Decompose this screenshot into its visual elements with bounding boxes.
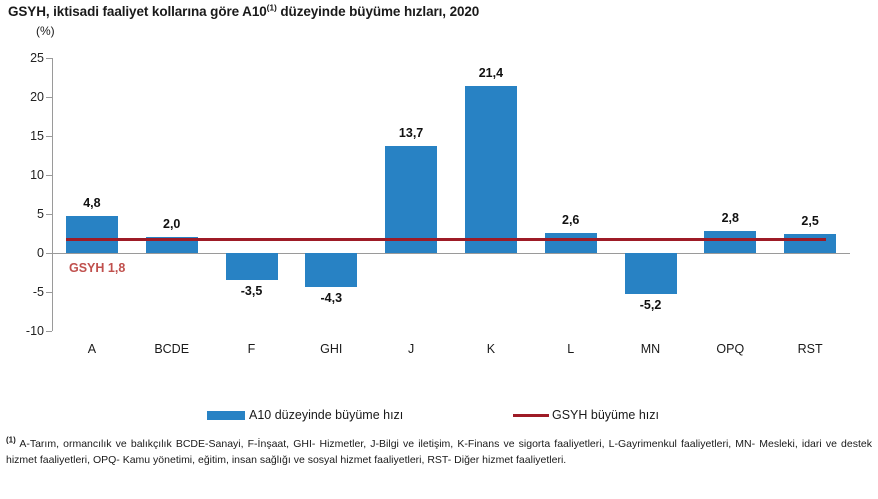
bar-value-label: 2,8 xyxy=(721,211,739,226)
x-axis-category-label: GHI xyxy=(320,342,343,356)
gsyh-reference-line xyxy=(66,237,826,241)
bar-value-label: 21,4 xyxy=(478,66,504,81)
legend-line-swatch-icon xyxy=(513,413,549,417)
y-axis-label: 20 xyxy=(30,90,44,104)
page-title-main: GSYH, iktisadi faaliyet kollarına göre A… xyxy=(8,4,267,19)
page-title: GSYH, iktisadi faaliyet kollarına göre A… xyxy=(8,2,480,19)
y-axis-line xyxy=(52,58,53,331)
y-axis-tick xyxy=(46,97,52,98)
bar[interactable] xyxy=(784,233,837,253)
zero-baseline xyxy=(52,253,850,254)
y-axis-tick xyxy=(46,292,52,293)
x-axis-category-label: BCDE xyxy=(154,342,190,356)
y-axis-tick xyxy=(46,214,52,215)
y-axis-tick xyxy=(46,331,52,332)
page-title-tail: düzeyinde büyüme hızları, 2020 xyxy=(276,4,480,19)
x-axis-category-label: F xyxy=(247,342,256,356)
chart-legend: A10 düzeyinde büyüme hızı GSYH büyüme hı… xyxy=(0,408,878,430)
page-title-superscript: (1) xyxy=(266,2,277,13)
x-axis-category-label: MN xyxy=(640,342,661,356)
y-axis-label: 5 xyxy=(37,207,44,221)
x-axis-category-label: J xyxy=(407,342,415,356)
y-axis-label: 25 xyxy=(30,51,44,65)
bar[interactable] xyxy=(704,231,757,253)
x-axis-category-label: OPQ xyxy=(716,342,745,356)
x-axis-category-label: L xyxy=(567,342,575,356)
legend-item-line[interactable]: GSYH büyüme hızı xyxy=(513,408,659,422)
bar-value-label: 13,7 xyxy=(398,126,424,141)
y-axis-tick xyxy=(46,253,52,254)
bar[interactable] xyxy=(544,232,597,253)
bar-value-label: 2,6 xyxy=(561,212,580,227)
y-axis-tick xyxy=(46,175,52,176)
bar-value-label: 2,0 xyxy=(162,217,181,232)
x-axis-category-label: K xyxy=(486,342,496,356)
y-axis-tick xyxy=(46,58,52,59)
y-axis-label: 10 xyxy=(30,168,44,182)
y-axis-label: 0 xyxy=(37,246,44,260)
footnote-text: A-Tarım, ormancılık ve balıkçılık BCDE-S… xyxy=(6,438,872,466)
footnote-marker: (1) xyxy=(6,435,16,445)
x-axis-category-label: A xyxy=(87,342,97,356)
bar-value-label: -4,3 xyxy=(320,290,343,305)
y-axis-label: 15 xyxy=(30,129,44,143)
legend-bar-swatch-icon xyxy=(207,410,245,420)
bar-value-label: -3,5 xyxy=(240,284,263,299)
bar[interactable] xyxy=(225,253,278,281)
bar[interactable] xyxy=(65,215,118,253)
y-axis-label: -5 xyxy=(32,285,44,299)
footnote: (1) A-Tarım, ormancılık ve balıkçılık BC… xyxy=(6,435,872,468)
y-axis-label: -10 xyxy=(25,324,44,338)
legend-line-label: GSYH büyüme hızı xyxy=(552,408,659,422)
gsyh-annotation-label: GSYH 1,8 xyxy=(69,261,126,275)
bar-value-label: -5,2 xyxy=(639,297,662,312)
bar[interactable] xyxy=(464,86,517,253)
plot-area xyxy=(46,58,850,332)
bar[interactable] xyxy=(624,253,677,294)
bar[interactable] xyxy=(305,253,358,287)
bar[interactable] xyxy=(385,146,438,253)
y-axis-tick xyxy=(46,136,52,137)
bar-value-label: 2,5 xyxy=(801,213,819,228)
x-axis-category-label: RST xyxy=(797,342,823,356)
legend-item-bar[interactable]: A10 düzeyinde büyüme hızı xyxy=(207,408,403,422)
bar-value-label: 4,8 xyxy=(83,195,101,210)
legend-bar-label: A10 düzeyinde büyüme hızı xyxy=(249,408,404,422)
y-axis-unit-label: (%) xyxy=(36,24,55,38)
bar[interactable] xyxy=(145,237,198,253)
